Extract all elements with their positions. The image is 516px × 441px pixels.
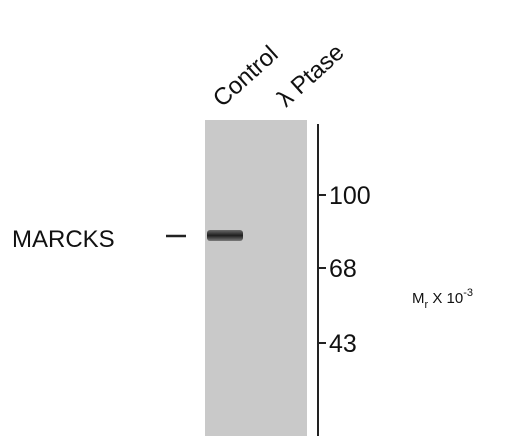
marker-label: 100	[329, 182, 371, 210]
gel-panel	[205, 120, 307, 436]
marker-label: 43	[329, 330, 357, 358]
lane-label: Control	[208, 41, 284, 113]
marker-label: 68	[329, 255, 357, 283]
lane-label: λ Ptase	[272, 39, 350, 113]
axis-label: Mr X 10-3	[412, 287, 473, 311]
band-label: MARCKS	[12, 226, 115, 253]
protein-band	[207, 230, 243, 241]
western-blot-figure: 100 68 43 MARCKS Control λ Ptase Mr X 10…	[0, 0, 516, 436]
